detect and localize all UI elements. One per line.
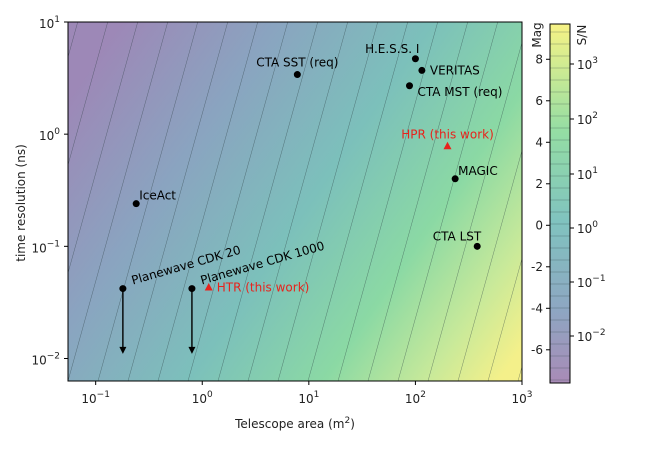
sn-tick-label: 103 — [577, 56, 598, 72]
contour-line — [277, 22, 378, 381]
x-tick-label: 10−1 — [81, 390, 110, 406]
point-marker — [132, 200, 140, 208]
point-label: H.E.S.S. I — [365, 42, 419, 56]
data-points — [119, 55, 481, 354]
point-marker — [443, 141, 452, 150]
plot-frame — [67, 21, 523, 382]
arrow-head — [188, 346, 196, 354]
colorbar-contour-lines — [550, 31, 570, 381]
contour-line — [307, 22, 408, 381]
plot-background — [68, 22, 522, 381]
x-tick-label: 102 — [405, 390, 426, 406]
y-axis: 10−2 10−1 100 101 — [31, 15, 68, 367]
colorbar-frame — [549, 23, 571, 384]
contour-line — [487, 257, 522, 381]
contour-line — [427, 41, 522, 381]
mag-tick-label: 8 — [535, 52, 543, 66]
point-label: CTA SST (req) — [256, 56, 338, 70]
x-tick-label: 100 — [192, 390, 213, 406]
contour-line — [68, 22, 78, 58]
sn-tick-label: 101 — [577, 166, 598, 182]
y-tick-label: 10−1 — [31, 239, 60, 255]
point-label: VERITAS — [430, 63, 480, 77]
contour-line — [578, 22, 650, 381]
contour-line — [247, 22, 348, 381]
contour-line — [68, 22, 108, 166]
colorbar-sn-axis: 103 102 101 100 10−1 10−2 — [570, 56, 606, 344]
x-axis-label: Telescope area (m2) — [234, 416, 355, 431]
sn-tick-label: 10−2 — [577, 328, 606, 344]
point-marker — [473, 242, 481, 250]
point-marker — [204, 282, 213, 291]
sn-tick-label: 10−1 — [577, 274, 606, 290]
y-tick-label: 10−2 — [31, 351, 60, 367]
mag-tick-label: -4 — [531, 301, 543, 315]
y-tick-label: 101 — [39, 15, 60, 31]
mag-tick-label: -6 — [531, 343, 543, 357]
mag-tick-label: 4 — [535, 135, 543, 149]
mag-tick-label: -2 — [531, 260, 543, 274]
colorbar-mag-axis: 8 6 4 2 0 -2 -4 -6 — [531, 52, 550, 357]
y-tick-label: 100 — [39, 127, 60, 143]
point-marker — [293, 71, 301, 79]
point-label: IceAct — [139, 189, 176, 203]
x-axis: 10−1 100 101 102 103 — [81, 381, 533, 406]
contour-line — [397, 22, 498, 381]
contour-line — [337, 22, 438, 381]
mag-tick-label: 0 — [535, 218, 543, 232]
contour-line — [217, 22, 318, 381]
contour-line — [157, 22, 258, 381]
point-label: CTA LST — [433, 229, 482, 243]
point-marker — [411, 55, 419, 63]
contour-line — [457, 149, 522, 381]
contour-line — [638, 22, 650, 381]
colorbar-mag-label: Mag — [530, 22, 544, 47]
contour-line — [97, 22, 198, 381]
point-marker — [451, 175, 459, 183]
point-marker — [119, 285, 127, 293]
point-label: MAGIC — [458, 164, 498, 178]
contour-line — [68, 22, 138, 274]
mag-tick-label: 6 — [535, 94, 543, 108]
x-tick-label: 101 — [298, 390, 319, 406]
mag-tick-label: 2 — [535, 177, 543, 191]
point-marker — [406, 82, 414, 90]
point-label: HPR (this work) — [401, 127, 494, 141]
colorbar-sn-label: S/N — [575, 25, 589, 46]
point-label: CTA MST (req) — [418, 85, 503, 99]
point-label: HTR (this work) — [217, 280, 310, 294]
point-marker — [188, 285, 196, 293]
colorbar — [550, 24, 570, 383]
contour-line — [68, 22, 168, 381]
contour-line — [608, 22, 650, 381]
contour-lines — [68, 22, 650, 381]
sn-tick-label: 102 — [577, 111, 598, 127]
arrow-head — [119, 346, 127, 354]
contour-line — [127, 22, 228, 381]
y-axis-label: time resolution (ns) — [14, 144, 28, 262]
sn-tick-label: 100 — [577, 220, 598, 236]
contour-line — [187, 22, 288, 381]
contour-line — [367, 22, 468, 381]
x-tick-label: 103 — [511, 390, 532, 406]
point-marker — [418, 66, 426, 74]
